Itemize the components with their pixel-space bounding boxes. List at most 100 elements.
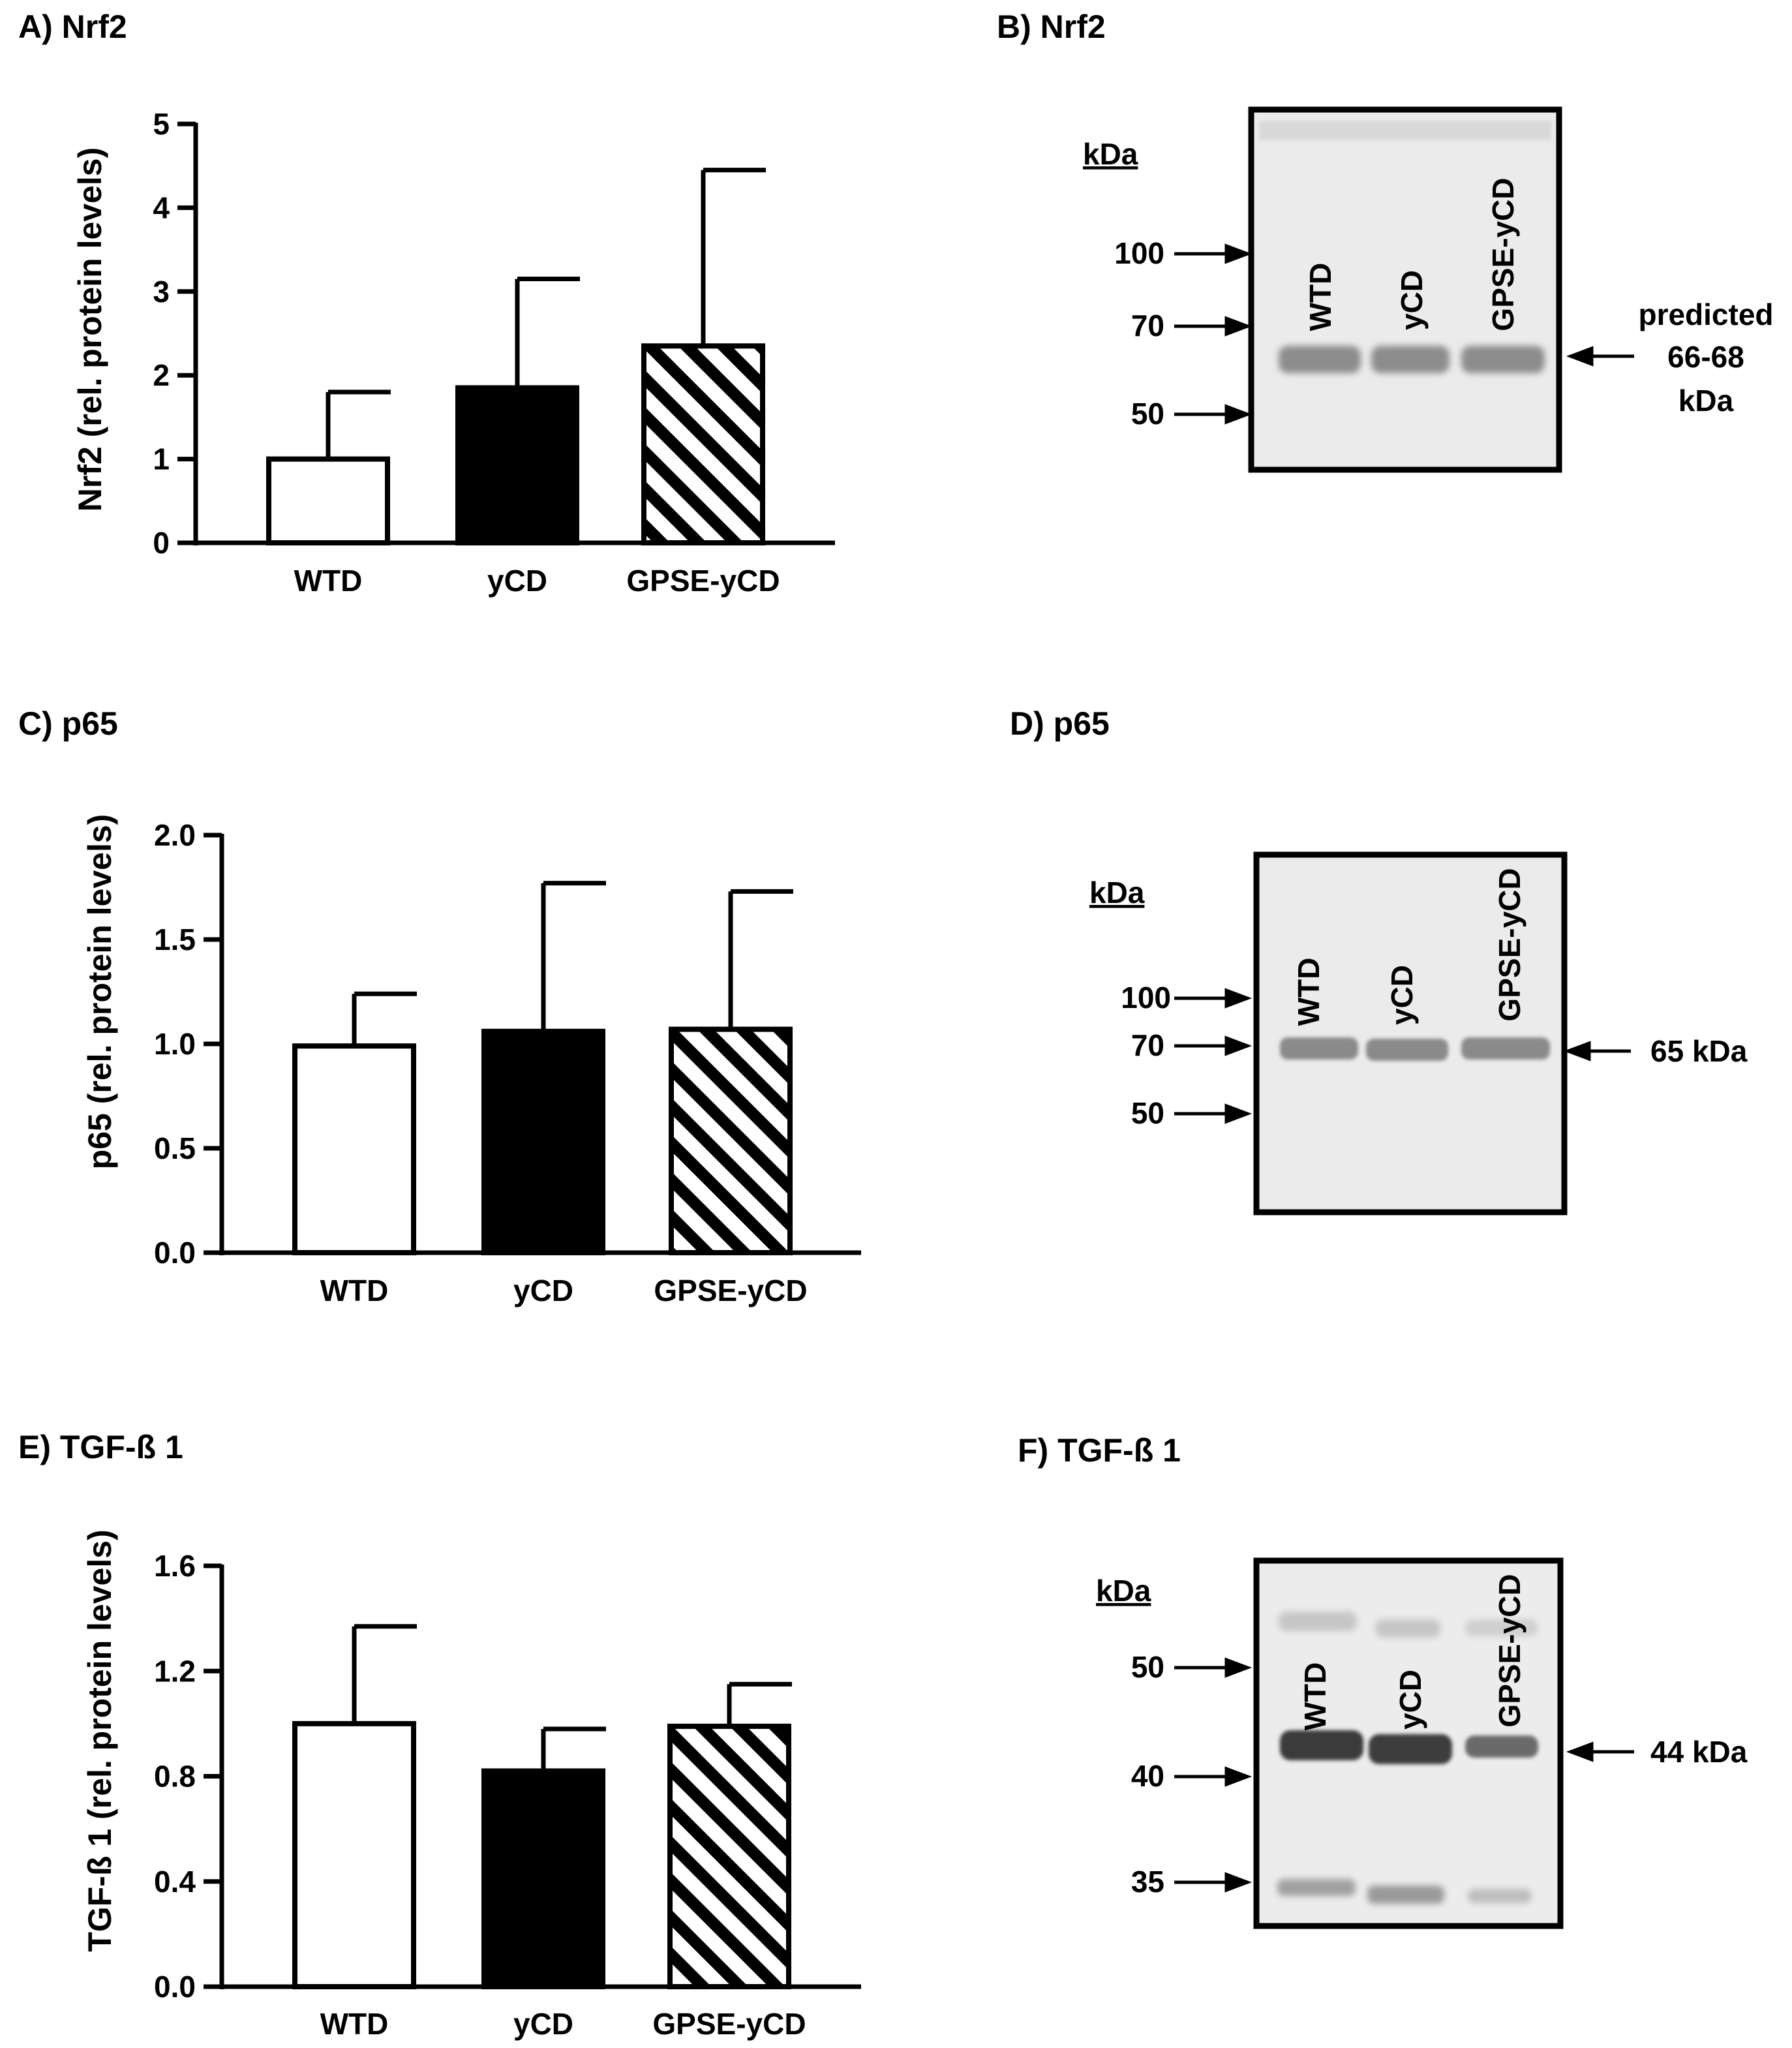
panel-c-x-label-ycd: yCD — [513, 1274, 573, 1307]
panel-f-upper-band-ycd — [1375, 1619, 1440, 1638]
panel-d-band-arrowhead — [1563, 1041, 1591, 1062]
panel-c-x-label-wtd: WTD — [320, 1274, 389, 1307]
panel-b-band-wtd — [1279, 346, 1361, 373]
panel-c-y-axis-label: p65 (rel. protein levels) — [82, 814, 118, 1170]
panel-a-y-tick-label: 5 — [153, 107, 170, 141]
panel-f-marker-arrows — [1174, 1657, 1634, 1893]
panel-b-arrowhead-100 — [1224, 243, 1253, 264]
panel-a-y-tick-label: 4 — [153, 191, 170, 224]
panel-b-blot-smear-top — [1259, 121, 1551, 140]
panel-f-upper-band-wtd — [1279, 1612, 1357, 1631]
panel-f-label: F) TGF-ß 1 — [1018, 1432, 1181, 1469]
panel-f-upper-band-gpse-ycd — [1465, 1619, 1538, 1636]
panel-b-marker-70: 70 — [1131, 309, 1164, 343]
panel-f-arrowhead-35 — [1224, 1872, 1253, 1893]
panel-b-marker-100: 100 — [1114, 236, 1164, 270]
panel-d-marker-50: 50 — [1131, 1096, 1164, 1130]
panel-f-lower-band-ycd — [1367, 1886, 1444, 1904]
panel-e-bar-wtd — [292, 1720, 416, 1989]
panel-d-arrowhead-100 — [1224, 988, 1253, 1009]
panel-b-band-arrowhead — [1566, 346, 1594, 367]
panel-e-y-tick-label: 0.0 — [154, 1970, 196, 2004]
panel-b-arrowhead-70 — [1224, 316, 1253, 337]
panel-e-bar-ycd — [481, 1768, 605, 1989]
panel-f-kda-label: kDa — [1096, 1574, 1151, 1608]
panel-e: E) TGF-ß 1 TGF-ß 1 (rel. protein levels)… — [18, 1429, 861, 2041]
panel-c-y-tick-label: 0.5 — [154, 1131, 196, 1165]
panel-f: F) TGF-ß 1 kDa WTD yCD GPSE-yCD 50 40 35… — [1018, 1432, 1748, 1929]
panel-d-lane-wtd: WTD — [1292, 958, 1326, 1026]
panel-c: C) p65 p65 (rel. protein levels) 0.0 0.5 1… — [18, 705, 861, 1307]
panel-c-chart: 0.0 0.5 1.0 1.5 2.0 WTD yCD GPSE-yCD — [154, 818, 861, 1307]
panel-f-lane-gpse-ycd: GPSE-yCD — [1493, 1574, 1526, 1727]
panel-c-y-tick-label: 1.0 — [154, 1027, 196, 1061]
panel-e-y-axis-label: TGF-ß 1 (rel. protein levels) — [82, 1529, 118, 1951]
panel-a-y-tick-label: 2 — [153, 358, 170, 392]
panel-f-lower-band-gpse-ycd — [1468, 1889, 1532, 1903]
panel-f-band-ycd — [1369, 1734, 1452, 1764]
panel-e-y-tick-label: 1.2 — [154, 1654, 196, 1688]
panel-b-band-label-line3: kDa — [1678, 384, 1734, 418]
panel-e-x-label-ycd: yCD — [513, 2007, 573, 2041]
panel-a-x-label-ycd: yCD — [487, 564, 547, 598]
panel-b-arrowhead-50 — [1224, 404, 1253, 425]
panel-d-marker-70: 70 — [1131, 1028, 1164, 1062]
panel-d-arrowhead-70 — [1224, 1035, 1253, 1056]
panel-d-band-wtd — [1280, 1037, 1358, 1060]
panel-a-chart: 0 1 2 3 4 5 WTD yCD GPSE-yCD — [153, 107, 835, 598]
panel-d-band-label: 65 kDa — [1650, 1034, 1748, 1068]
panel-d-arrowhead-50 — [1224, 1103, 1253, 1124]
panel-e-y-tick-label: 0.4 — [154, 1865, 196, 1899]
panel-b: B) Nrf2 kDa WTD yCD GPSE-yCD 100 70 50 p… — [997, 8, 1774, 473]
panel-f-lane-wtd: WTD — [1298, 1662, 1332, 1731]
panel-a-bar-wtd — [266, 456, 390, 545]
panel-c-y-tick-label: 2.0 — [154, 818, 196, 852]
panel-d-marker-100: 100 — [1121, 981, 1171, 1015]
panel-c-y-tick-label: 1.5 — [154, 923, 196, 956]
panel-d-marker-arrows — [1174, 988, 1631, 1124]
panel-b-lane-gpse-ycd: GPSE-yCD — [1486, 177, 1520, 331]
panel-e-bar-gpse-ycd — [667, 1723, 791, 1989]
panel-c-bar-ycd — [481, 1028, 605, 1256]
panel-c-bar-gpse-ycd — [669, 1026, 793, 1255]
panel-d-label: D) p65 — [1010, 705, 1110, 742]
panel-a: A) Nrf2 Nrf2 (rel. protein levels) 0 1 2 3 4… — [18, 8, 835, 598]
panel-e-x-label-gpse-ycd: GPSE-yCD — [652, 2007, 806, 2041]
panel-a-label: A) Nrf2 — [18, 8, 127, 45]
panel-d-lane-ycd: yCD — [1385, 965, 1419, 1025]
panel-e-label: E) TGF-ß 1 — [18, 1429, 183, 1465]
panel-b-band-label-line2: 66-68 — [1667, 340, 1744, 374]
panel-f-marker-50: 50 — [1131, 1650, 1164, 1684]
panel-f-marker-35: 35 — [1131, 1865, 1164, 1899]
panel-f-band-wtd — [1280, 1730, 1363, 1760]
panel-e-y-tick-label: 1.6 — [154, 1549, 196, 1583]
panel-f-band-arrowhead — [1566, 1741, 1594, 1762]
panel-a-bar-gpse-ycd — [641, 343, 765, 545]
panel-a-y-axis-label: Nrf2 (rel. protein levels) — [72, 147, 108, 512]
panel-d-kda-label: kDa — [1089, 876, 1145, 909]
panel-b-band-gpse-ycd — [1461, 346, 1545, 373]
panel-c-bar-wtd — [292, 1043, 416, 1255]
panel-c-x-label-gpse-ycd: GPSE-yCD — [654, 1274, 807, 1307]
panel-f-lane-ycd: yCD — [1393, 1670, 1427, 1730]
panel-e-x-label-wtd: WTD — [320, 2007, 389, 2041]
panel-f-band-label: 44 kDa — [1650, 1735, 1748, 1769]
panel-b-lane-wtd: WTD — [1303, 263, 1337, 331]
panel-a-x-label-wtd: WTD — [294, 564, 363, 598]
panel-b-kda-label: kDa — [1083, 137, 1138, 171]
panel-c-y-tick-label: 0.0 — [154, 1236, 196, 1270]
panel-f-lower-band-wtd — [1277, 1879, 1356, 1896]
panel-f-arrowhead-40 — [1224, 1766, 1253, 1787]
panel-b-band-ycd — [1371, 346, 1450, 373]
panel-c-label: C) p65 — [18, 705, 118, 742]
panel-a-y-tick-label: 1 — [153, 442, 170, 476]
panel-f-band-gpse-ycd — [1465, 1735, 1538, 1758]
panel-d-band-gpse-ycd — [1461, 1037, 1550, 1060]
panel-b-marker-arrows — [1174, 243, 1634, 425]
panel-a-x-label-gpse-ycd: GPSE-yCD — [626, 564, 780, 598]
panel-f-arrowhead-50 — [1224, 1657, 1253, 1678]
panel-e-y-tick-label: 0.8 — [154, 1760, 196, 1794]
panel-d-lane-gpse-ycd: GPSE-yCD — [1493, 868, 1526, 1021]
panel-f-marker-40: 40 — [1131, 1759, 1164, 1793]
